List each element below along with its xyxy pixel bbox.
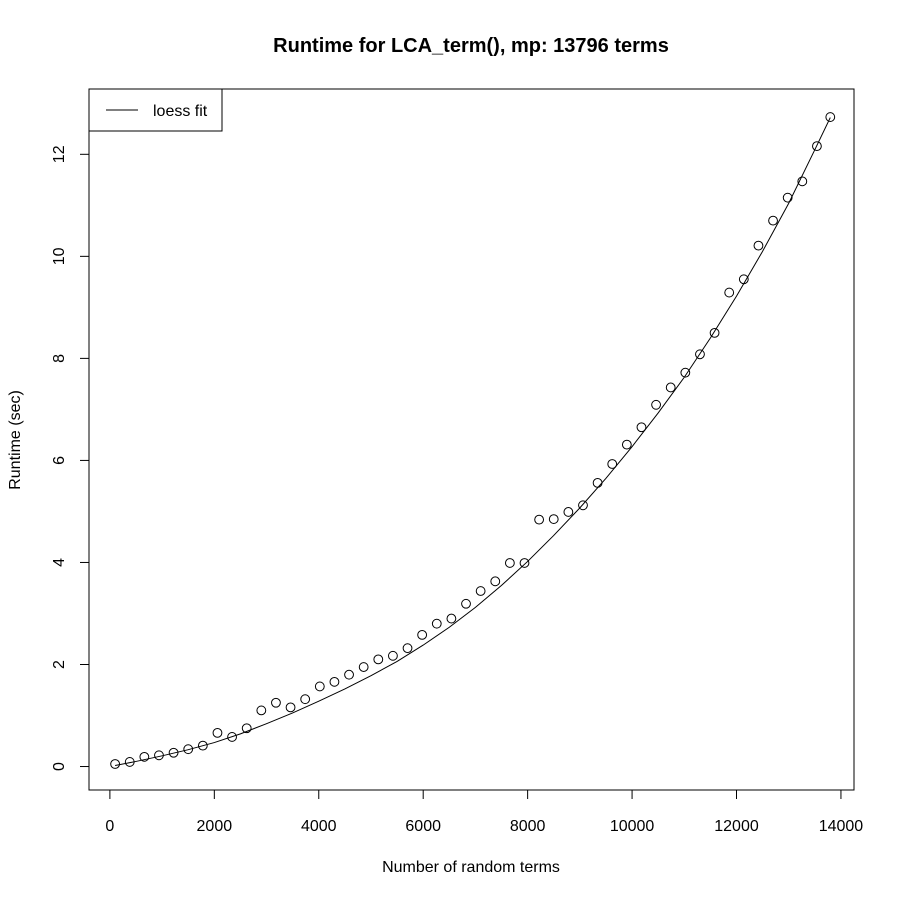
data-point xyxy=(812,141,822,152)
x-tick-label: 8000 xyxy=(510,818,546,835)
data-point xyxy=(285,702,296,713)
data-point xyxy=(695,349,705,360)
data-point xyxy=(797,176,808,187)
chart-title: Runtime for LCA_term(), mp: 13796 terms xyxy=(273,35,669,57)
data-point xyxy=(519,558,530,568)
data-point xyxy=(124,757,135,767)
y-axis: 0 2 4 6 8 10 12 xyxy=(51,145,90,771)
data-point xyxy=(738,274,749,285)
data-point xyxy=(651,399,661,410)
y-tick-label: 2 xyxy=(51,660,68,669)
y-tick-label: 12 xyxy=(51,145,68,163)
data-point xyxy=(724,287,735,298)
runtime-points-series xyxy=(110,112,836,769)
data-point xyxy=(490,576,501,587)
data-point xyxy=(256,705,267,716)
x-tick-label: 2000 xyxy=(197,818,233,835)
data-point xyxy=(534,514,545,525)
data-point xyxy=(782,192,793,203)
data-point xyxy=(636,422,647,433)
x-tick-label: 0 xyxy=(105,818,114,835)
data-point xyxy=(563,507,574,517)
y-tick-label: 6 xyxy=(51,456,68,465)
x-tick-label: 14000 xyxy=(819,818,864,835)
x-tick-label: 12000 xyxy=(714,818,759,835)
data-point xyxy=(212,727,223,738)
x-axis-label: Number of random terms xyxy=(382,859,560,876)
loess-fit-line xyxy=(115,117,831,767)
plot-frame xyxy=(88,88,855,791)
data-point xyxy=(344,669,354,680)
data-point xyxy=(431,618,442,629)
data-point xyxy=(154,750,164,761)
loess-fit-series xyxy=(115,117,831,767)
data-point xyxy=(825,112,836,122)
x-tick-label: 4000 xyxy=(301,818,337,835)
y-tick-label: 8 xyxy=(51,354,68,363)
data-point xyxy=(314,681,325,692)
legend-label: loess fit xyxy=(153,103,208,120)
y-tick-label: 4 xyxy=(51,558,68,567)
data-point xyxy=(607,459,618,469)
data-point xyxy=(183,744,194,755)
y-tick-label: 0 xyxy=(51,762,68,771)
legend: loess fit xyxy=(88,88,223,132)
data-point xyxy=(621,439,632,450)
x-tick-label: 6000 xyxy=(405,818,441,835)
data-point xyxy=(753,240,764,251)
x-axis: 0 2000 4000 6000 8000 10000 12000 14000 xyxy=(105,789,864,835)
data-point xyxy=(680,367,691,378)
data-point xyxy=(358,662,369,672)
data-point xyxy=(461,598,471,609)
data-point xyxy=(417,630,428,640)
data-point xyxy=(271,697,281,708)
data-point xyxy=(768,215,778,226)
data-point xyxy=(504,558,515,568)
data-point xyxy=(709,327,720,338)
data-point xyxy=(578,500,588,511)
data-point xyxy=(197,740,208,751)
x-tick-label: 10000 xyxy=(610,818,655,835)
data-point xyxy=(241,723,252,734)
data-point xyxy=(665,382,676,393)
data-point xyxy=(475,586,486,596)
data-point xyxy=(592,477,603,488)
data-point xyxy=(110,759,121,769)
data-point xyxy=(227,732,237,742)
data-point xyxy=(446,613,457,624)
data-point xyxy=(300,694,311,705)
data-point xyxy=(139,751,150,762)
data-point xyxy=(402,643,413,654)
data-point xyxy=(373,654,384,665)
data-point xyxy=(548,514,559,524)
data-point xyxy=(388,650,398,661)
data-point xyxy=(329,676,340,687)
y-tick-label: 10 xyxy=(51,247,68,265)
data-point xyxy=(168,747,179,758)
y-axis-label: Runtime (sec) xyxy=(7,390,24,490)
